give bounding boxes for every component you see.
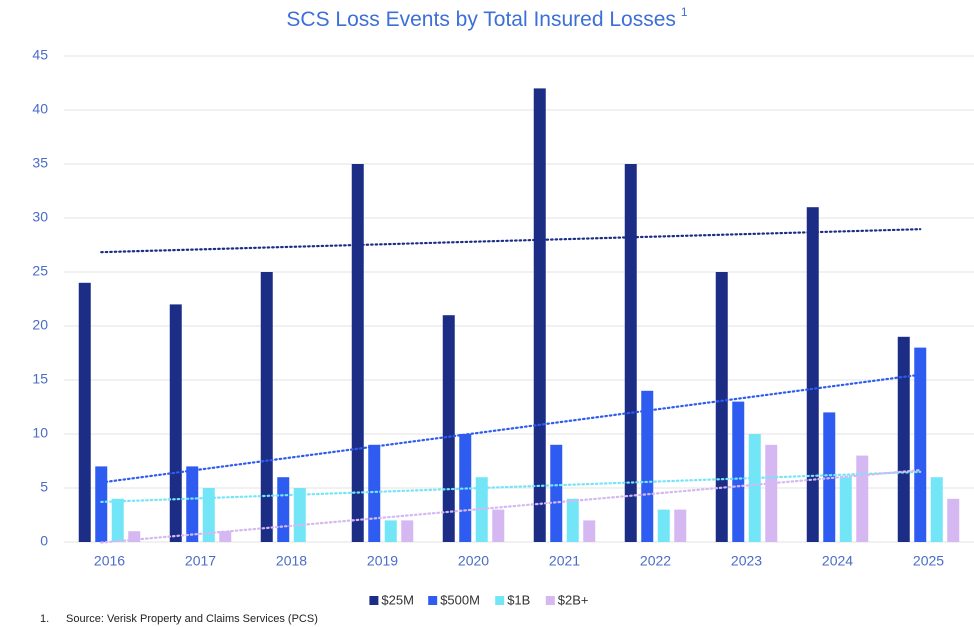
bar (765, 444, 778, 542)
x-tick-label: 2016 (94, 553, 125, 569)
bar (641, 390, 654, 542)
bar (947, 498, 960, 542)
bar (78, 282, 91, 542)
x-tick-label: 2023 (731, 553, 762, 569)
y-tick-label: 20 (32, 317, 48, 333)
y-tick-label: 0 (40, 533, 48, 549)
chart-title: SCS Loss Events by Total Insured Losses 1 (286, 5, 687, 30)
legend-swatch (428, 596, 438, 605)
bar (674, 509, 687, 542)
y-tick-label: 30 (32, 209, 48, 225)
bar (839, 477, 852, 542)
x-tick-label: 2022 (640, 553, 671, 569)
bar (186, 466, 199, 542)
bar (260, 272, 273, 542)
x-tick-label: 2018 (276, 553, 307, 569)
y-tick-label: 25 (32, 263, 48, 279)
bar (384, 520, 397, 542)
bar (856, 455, 869, 542)
footnote-marker: 1. (40, 613, 49, 625)
bar (442, 315, 455, 542)
legend-swatch (369, 596, 379, 605)
legend-label: $1B (507, 592, 530, 607)
bar (583, 520, 596, 542)
bar (715, 272, 728, 542)
bar (732, 401, 745, 542)
bar (550, 444, 563, 542)
title-text: SCS Loss Events by Total Insured Losses (286, 8, 675, 31)
x-tick-label: 2024 (822, 553, 853, 569)
bar (368, 444, 381, 542)
bar (897, 336, 910, 542)
bar (95, 466, 108, 542)
bar (492, 509, 505, 542)
trendline (100, 470, 922, 504)
bar (748, 434, 761, 542)
bar (533, 88, 546, 543)
bar (914, 347, 927, 542)
bar (277, 477, 290, 542)
bar (566, 498, 579, 542)
y-tick-label: 10 (32, 425, 48, 441)
y-tick-label: 45 (32, 47, 48, 63)
trendline (100, 228, 922, 254)
legend-label: $500M (440, 592, 480, 607)
bar (111, 498, 124, 542)
bar (219, 531, 232, 542)
y-tick-label: 15 (32, 371, 48, 387)
x-tick-label: 2021 (549, 553, 580, 569)
bar (624, 164, 637, 542)
legend-label: $2B+ (558, 592, 589, 607)
bar (401, 520, 414, 542)
x-tick-label: 2019 (367, 553, 398, 569)
x-tick-label: 2025 (913, 553, 944, 569)
legend-swatch (495, 596, 505, 605)
x-tick-label: 2020 (458, 553, 489, 569)
footnote: Source: Verisk Property and Claims Servi… (66, 613, 318, 625)
bar (169, 304, 182, 542)
y-tick-label: 35 (32, 155, 48, 171)
y-tick-label: 5 (40, 479, 48, 495)
bar (128, 531, 141, 542)
trendline (100, 469, 922, 544)
trendline (100, 373, 922, 484)
legend-swatch (545, 596, 555, 605)
title-note: 1 (681, 5, 688, 19)
legend-label: $25M (381, 592, 414, 607)
bar (806, 207, 819, 542)
x-tick-label: 2017 (185, 553, 216, 569)
bar (930, 477, 943, 542)
bar (293, 488, 306, 542)
bar (202, 488, 215, 542)
bar (351, 164, 364, 542)
bar (657, 509, 670, 542)
y-tick-label: 40 (32, 101, 48, 117)
